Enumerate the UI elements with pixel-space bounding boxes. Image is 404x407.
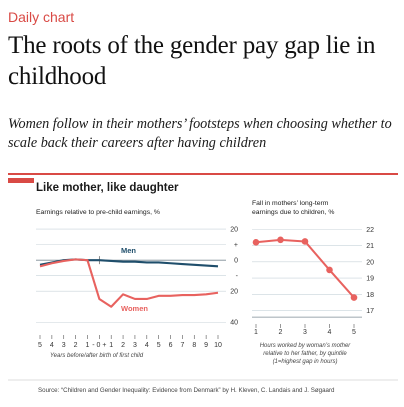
right-chart-title-line-1: Fall in mothers’ long-term bbox=[252, 200, 329, 207]
data-point bbox=[252, 238, 260, 246]
x-tick-label: 1 bbox=[86, 342, 90, 349]
x-tick-label: 3 bbox=[133, 342, 137, 349]
y-tick-label: 19 bbox=[366, 276, 374, 283]
x-axis-label-line: relative to her father, by quintile bbox=[263, 351, 347, 357]
x-tick-label: 2 bbox=[74, 342, 78, 349]
y-tick-label: + bbox=[234, 242, 238, 249]
x-tick-label: 5 bbox=[352, 329, 356, 336]
series-label-men: Men bbox=[121, 246, 136, 255]
y-tick-label: 21 bbox=[366, 243, 374, 250]
x-tick-label: 5 bbox=[38, 342, 42, 349]
x-tick-label: 2 bbox=[279, 329, 283, 336]
x-tick-label: 4 bbox=[145, 342, 149, 349]
y-tick-label: 20 bbox=[230, 227, 238, 234]
right-chart-title-line-2: earnings due to children, % bbox=[252, 209, 334, 216]
y-tick-label: 20 bbox=[366, 259, 374, 266]
x-tick-label: 5 bbox=[157, 342, 161, 349]
data-point bbox=[301, 238, 309, 245]
left-chart: Earnings relative to pre-child earnings,… bbox=[36, 209, 239, 359]
x-tick-label: 1 bbox=[109, 342, 113, 349]
x-tick-label: 1 bbox=[254, 329, 258, 336]
panel-tag bbox=[8, 178, 34, 183]
x-tick-label: 4 bbox=[50, 342, 54, 349]
x-tick-label: 7 bbox=[180, 342, 184, 349]
y-tick-label: 0 bbox=[234, 258, 238, 265]
y-tick-label: 17 bbox=[366, 308, 374, 315]
panel-rule bbox=[8, 173, 398, 175]
series-line bbox=[255, 238, 355, 299]
series-line-women bbox=[39, 258, 219, 308]
panel-title: Like mother, like daughter bbox=[36, 182, 179, 194]
kicker: Daily chart bbox=[8, 9, 75, 25]
y-tick-label: - bbox=[236, 273, 239, 280]
data-point bbox=[350, 294, 358, 301]
y-tick-label: 40 bbox=[230, 320, 238, 327]
data-point bbox=[277, 236, 284, 244]
x-tick-label: 8 bbox=[192, 342, 196, 349]
y-tick-label: 20 bbox=[230, 289, 238, 296]
x-tick-label: 10 bbox=[214, 342, 222, 349]
source-note: Source: “Children and Gender Inequality:… bbox=[38, 387, 335, 394]
right-chart: Fall in mothers’ long-term earnings due t… bbox=[252, 200, 374, 365]
x-tick-label: 3 bbox=[303, 329, 307, 336]
x-tick-label: 3 bbox=[62, 342, 66, 349]
left-chart-title: Earnings relative to pre-child earnings,… bbox=[36, 209, 160, 216]
x-tick-label: 9 bbox=[204, 342, 208, 349]
x-axis-label-line: (1=highest gap in hours) bbox=[273, 359, 338, 365]
series-label-women: Women bbox=[121, 304, 148, 313]
x-axis-label-line: Hours worked by woman’s mother bbox=[260, 343, 352, 349]
data-point bbox=[326, 266, 333, 274]
y-tick-label: 18 bbox=[366, 292, 374, 299]
x-tick-label: 2 bbox=[121, 342, 125, 349]
x-tick-label: 6 bbox=[169, 342, 173, 349]
headline: The roots of the gender pay gap lie in c… bbox=[8, 32, 376, 90]
x-tick-label: - 0 + bbox=[92, 342, 106, 349]
x-axis-label: Years before/after birth of first child bbox=[50, 353, 144, 359]
y-tick-label: 22 bbox=[366, 227, 374, 234]
x-tick-label: 4 bbox=[328, 329, 332, 336]
subhead: Women follow in their mothers’ footsteps… bbox=[8, 116, 392, 151]
